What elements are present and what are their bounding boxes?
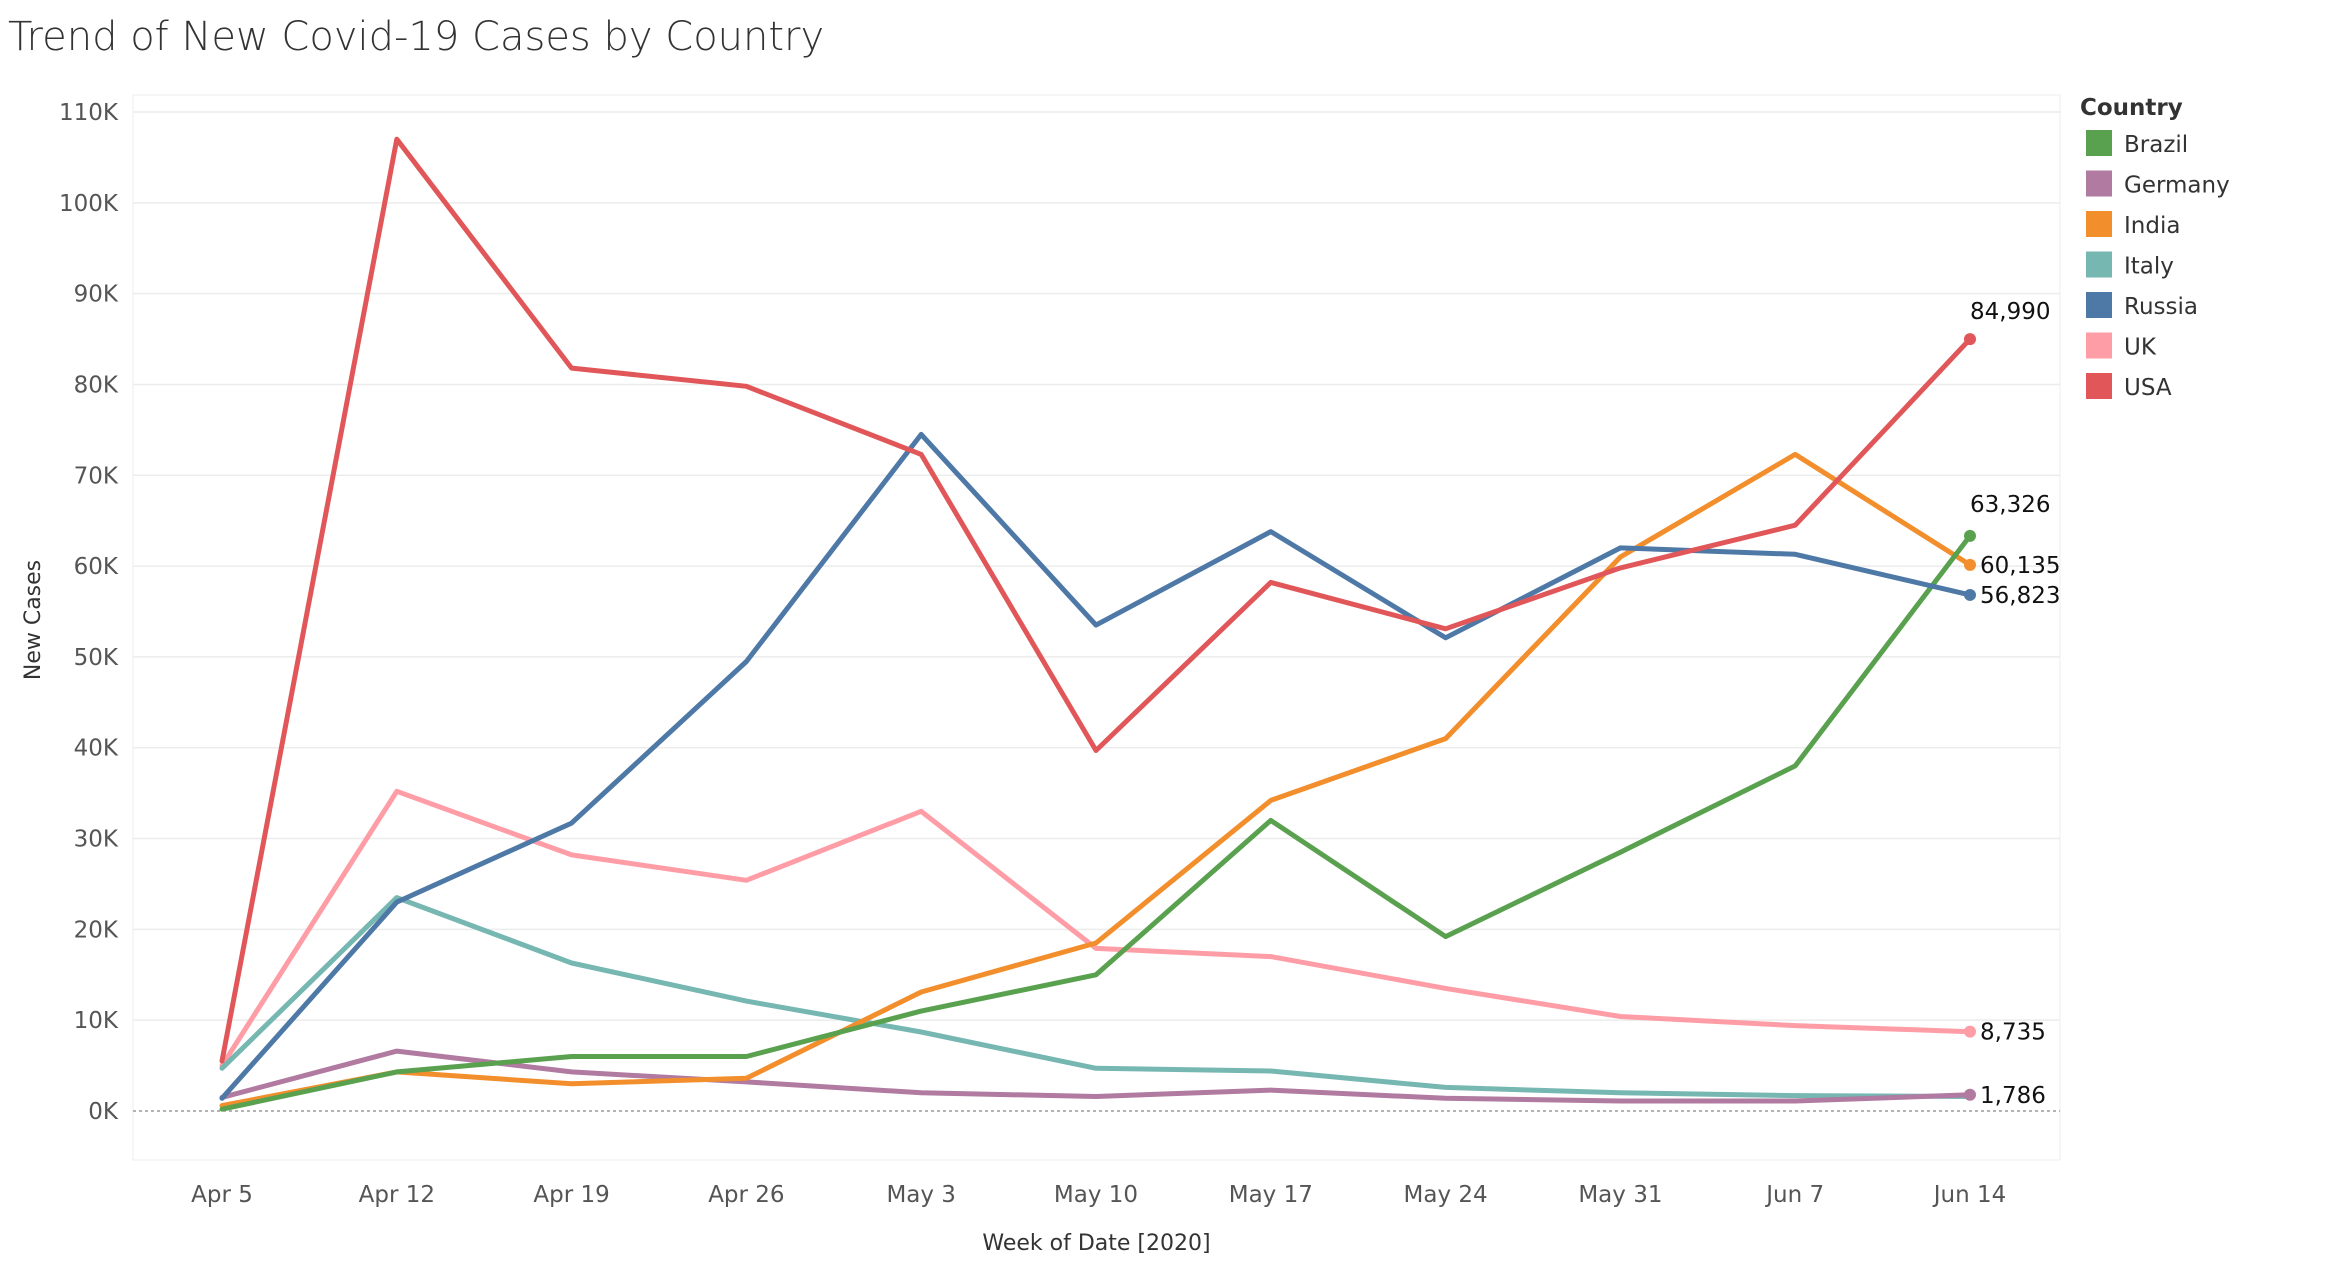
y-tick-label: 40K xyxy=(74,736,119,762)
legend-item-italy[interactable]: Italy xyxy=(2086,251,2174,280)
y-tick-label: 0K xyxy=(88,1099,119,1125)
legend-item-germany[interactable]: Germany xyxy=(2086,170,2230,199)
series-line-italy xyxy=(219,895,1973,1099)
y-tick-label: 60K xyxy=(74,554,119,580)
legend-label: Brazil xyxy=(2124,132,2188,158)
y-tick-label: 70K xyxy=(74,463,119,489)
y-tick-label: 80K xyxy=(74,372,119,398)
gridlines xyxy=(133,111,2060,1112)
y-axis-ticks: 0K 10K 20K 30K 40K 50K 60K 70K 80K 90K 100K 110K xyxy=(59,100,119,1125)
y-tick-label: 50K xyxy=(74,645,119,671)
legend-items: Brazil Germany India Italy Russia UK USA xyxy=(2086,130,2230,401)
x-tick-label: Apr 26 xyxy=(708,1182,784,1208)
y-tick-label: 90K xyxy=(74,282,119,308)
x-axis-title: Week of Date [2020] xyxy=(982,1231,1210,1256)
legend-item-uk[interactable]: UK xyxy=(2086,332,2157,361)
chart-title: Trend of New Covid-19 Cases by Country xyxy=(8,14,825,60)
x-axis-ticks: Apr 5 Apr 12 Apr 19 Apr 26 May 3 May 10 May 17… xyxy=(191,1182,2006,1208)
x-tick-label: Apr 19 xyxy=(533,1182,609,1208)
end-labels: 63,326 60,135 56,823 8,735 84,990 1,786 xyxy=(1964,299,2060,1109)
end-label-india: 60,135 xyxy=(1980,553,2060,579)
x-tick-label: May 10 xyxy=(1054,1182,1138,1208)
end-marker-brazil xyxy=(1964,529,1976,542)
y-tick-label: 10K xyxy=(74,1008,119,1034)
x-tick-label: Jun 7 xyxy=(1764,1182,1824,1208)
legend-item-russia[interactable]: Russia xyxy=(2086,292,2198,320)
series-line-russia xyxy=(219,431,1973,1101)
end-marker-russia xyxy=(1964,588,1976,601)
legend-item-india[interactable]: India xyxy=(2086,211,2180,239)
series-line-india xyxy=(219,451,1973,1109)
legend-label: India xyxy=(2124,213,2180,239)
x-tick-label: Jun 14 xyxy=(1932,1182,2007,1208)
series-lines xyxy=(219,136,1973,1112)
y-tick-label: 100K xyxy=(59,191,119,217)
y-axis-title: New Cases xyxy=(21,560,46,680)
legend-title: Country xyxy=(2080,95,2183,121)
legend-label: Germany xyxy=(2124,173,2230,199)
legend-item-brazil[interactable]: Brazil xyxy=(2086,130,2188,158)
x-tick-label: Apr 5 xyxy=(191,1182,253,1208)
legend: Country Brazil Germany India Italy Russia UK U… xyxy=(2080,95,2230,401)
legend-label: Italy xyxy=(2124,254,2174,280)
x-tick-label: May 3 xyxy=(886,1182,956,1208)
end-label-germany: 1,786 xyxy=(1980,1083,2046,1109)
legend-swatch xyxy=(2086,332,2112,359)
end-label-russia: 56,823 xyxy=(1980,583,2060,609)
end-label-uk: 8,735 xyxy=(1980,1020,2046,1046)
legend-label: Russia xyxy=(2124,294,2198,320)
series-line-germany xyxy=(219,1048,1973,1104)
y-tick-label: 110K xyxy=(59,100,119,126)
legend-item-usa[interactable]: USA xyxy=(2086,373,2172,401)
series-line-uk xyxy=(219,788,1973,1069)
legend-swatch xyxy=(2086,373,2112,399)
x-tick-label: Apr 12 xyxy=(359,1182,435,1208)
legend-swatch xyxy=(2086,170,2112,197)
end-marker-usa xyxy=(1964,333,1976,346)
legend-label: USA xyxy=(2124,375,2172,401)
end-label-usa: 84,990 xyxy=(1970,299,2050,325)
legend-swatch xyxy=(2086,130,2112,156)
y-tick-label: 30K xyxy=(74,827,119,853)
legend-label: UK xyxy=(2124,335,2157,361)
legend-swatch xyxy=(2086,292,2112,318)
series-line-usa xyxy=(219,136,1973,1064)
x-tick-label: May 17 xyxy=(1229,1182,1313,1208)
x-tick-label: May 24 xyxy=(1404,1182,1488,1208)
end-marker-germany xyxy=(1964,1088,1976,1101)
legend-swatch xyxy=(2086,251,2112,278)
legend-swatch xyxy=(2086,211,2112,237)
x-tick-label: May 31 xyxy=(1578,1182,1662,1208)
end-label-brazil: 63,326 xyxy=(1970,492,2050,518)
series-line-brazil xyxy=(219,533,1973,1112)
end-marker-uk xyxy=(1964,1025,1976,1038)
y-tick-label: 20K xyxy=(74,917,119,943)
end-marker-india xyxy=(1964,558,1976,571)
